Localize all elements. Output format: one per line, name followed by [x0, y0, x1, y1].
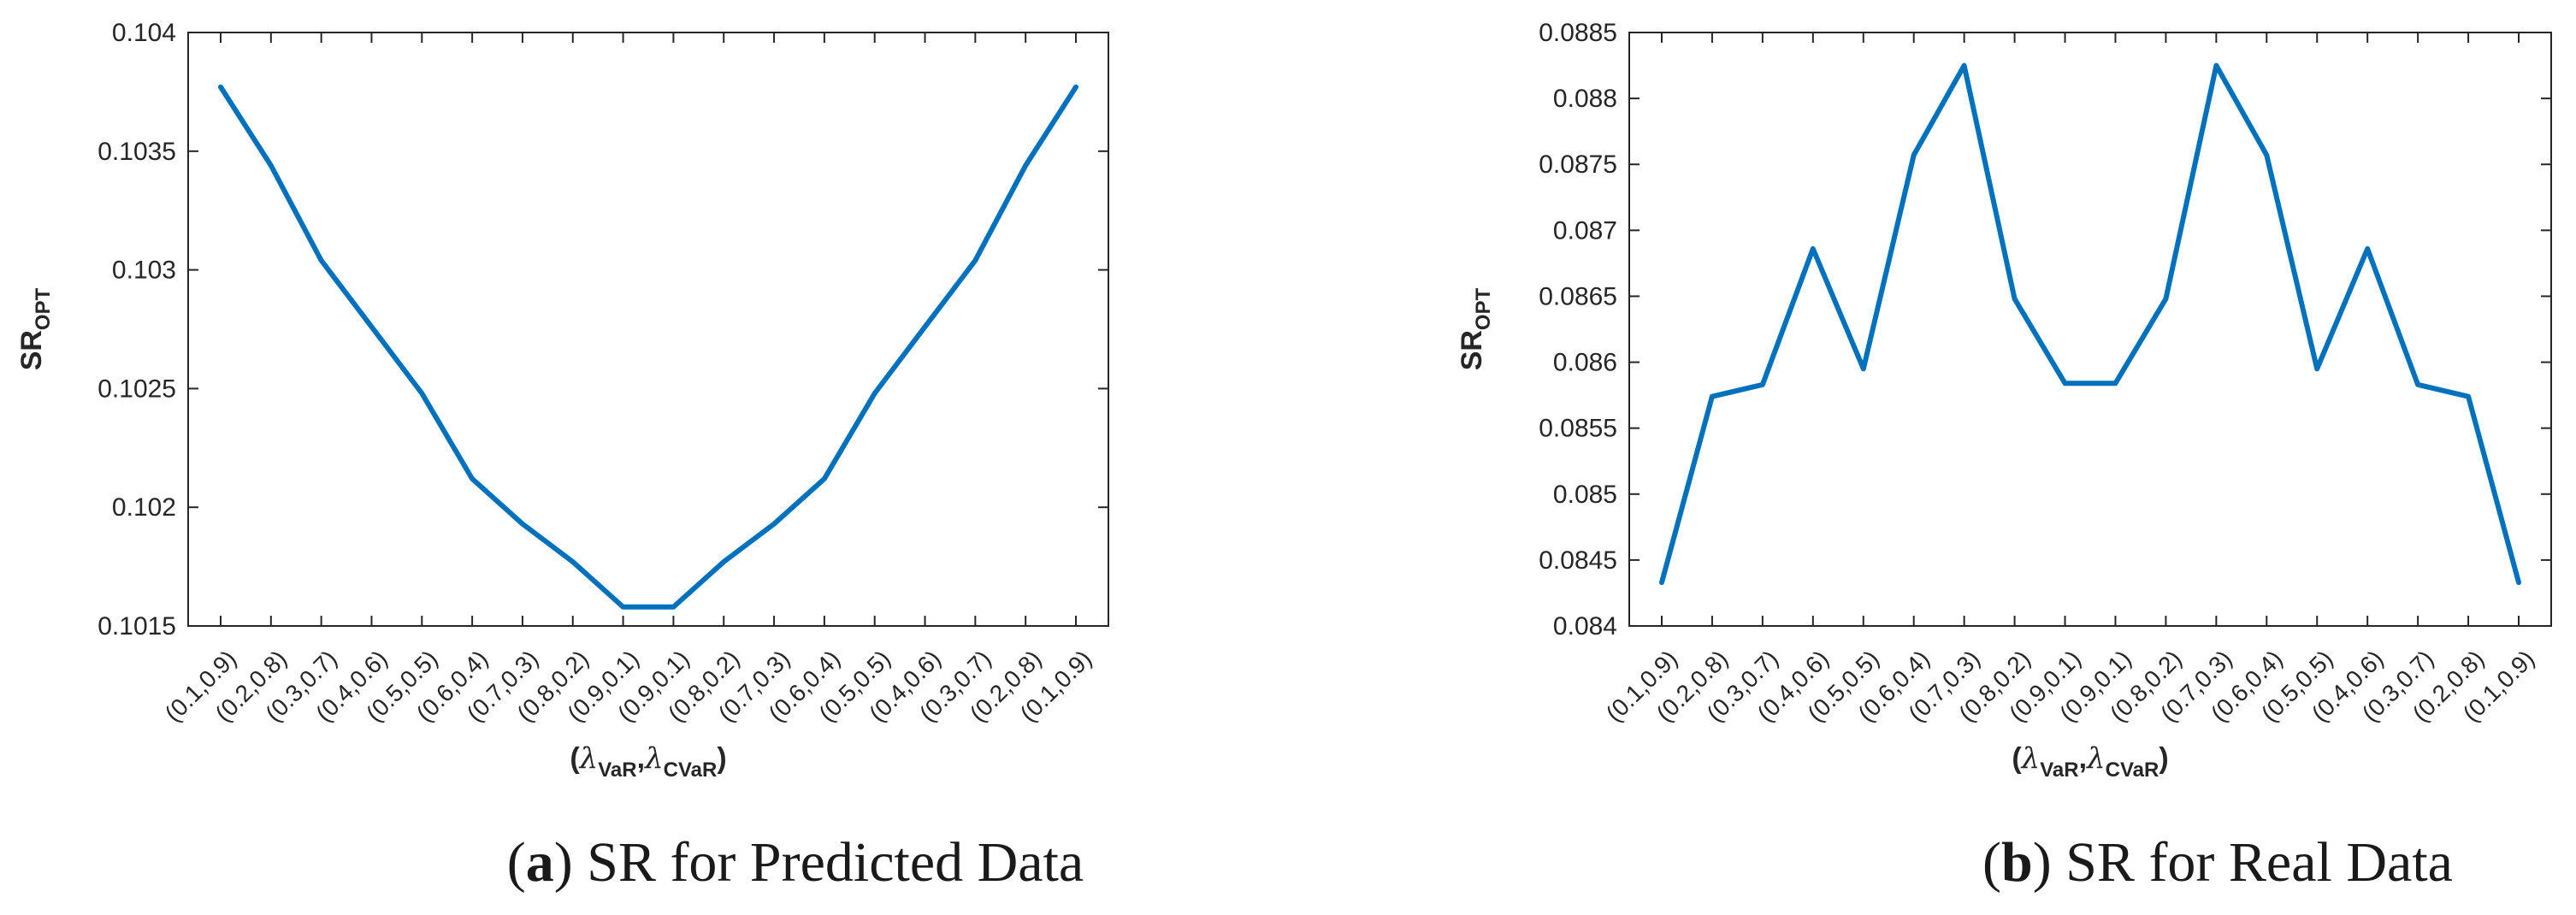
data-point — [671, 605, 676, 610]
data-point — [2012, 297, 2018, 302]
y-tick-label: 0.1025 — [97, 375, 176, 403]
data-point — [2365, 246, 2370, 251]
data-point — [520, 522, 525, 527]
data-point — [470, 476, 475, 481]
y-tick-label: 0.1015 — [97, 612, 176, 640]
data-point — [972, 257, 978, 263]
data-point — [269, 162, 274, 168]
y-tick-label: 0.0885 — [1539, 19, 1617, 47]
axes-box — [1628, 32, 2552, 627]
axes-box — [187, 32, 1109, 627]
y-tick-label: 0.0865 — [1539, 282, 1617, 310]
x-axis-label: (λVaR,λCVaR) — [570, 741, 726, 782]
data-point — [1861, 366, 1866, 371]
y-tick-label: 0.104 — [112, 19, 176, 47]
y-tick-label: 0.0845 — [1539, 546, 1617, 575]
data-point — [923, 324, 928, 329]
data-point — [1659, 580, 1664, 585]
data-point — [2466, 394, 2471, 399]
data-point — [2213, 63, 2219, 68]
data-point — [419, 391, 424, 396]
y-tick-label: 0.102 — [112, 493, 176, 522]
data-point — [1760, 382, 1765, 387]
y-tick-label: 0.103 — [112, 257, 176, 285]
panel-caption: (b) SR for Real Data — [1982, 831, 2453, 894]
data-point — [721, 559, 726, 564]
data-point — [2112, 381, 2118, 386]
y-axis-label: SROPT — [15, 287, 55, 370]
data-point — [2415, 382, 2420, 387]
data-point — [1962, 63, 1967, 68]
data-point — [369, 324, 374, 329]
y-tick-label: 0.087 — [1553, 216, 1617, 245]
data-point — [822, 476, 827, 481]
data-point — [2314, 366, 2319, 371]
data-point — [771, 522, 777, 527]
x-axis-label: (λVaR,λCVaR) — [2012, 741, 2168, 782]
data-point — [1710, 394, 1715, 399]
y-tick-label: 0.084 — [1553, 612, 1617, 640]
y-tick-label: 0.088 — [1553, 85, 1617, 113]
data-point — [2516, 580, 2521, 585]
data-point — [1811, 246, 1816, 251]
data-point — [2163, 297, 2168, 302]
data-point — [1911, 152, 1917, 157]
y-axis-label: SROPT — [1456, 287, 1495, 370]
y-tick-label: 0.0855 — [1539, 415, 1617, 443]
chart-panel-a: 0.10150.1020.10250.1030.10350.104(0.1,0.… — [15, 19, 1109, 894]
y-tick-label: 0.085 — [1553, 481, 1617, 509]
y-tick-label: 0.0875 — [1539, 151, 1617, 179]
chart-panel-b: 0.084 0.0845 0.085 0.0855 0.086 0.0865 0.087 0.… — [1456, 19, 2552, 894]
data-point — [319, 257, 324, 263]
data-point — [1073, 85, 1078, 90]
data-point — [218, 85, 223, 90]
series-line — [1659, 62, 2521, 586]
panel-caption: (a) SR for Predicted Data — [507, 831, 1084, 894]
data-point — [2063, 381, 2068, 386]
data-point — [570, 559, 576, 564]
series-line — [218, 84, 1078, 610]
data-point — [872, 391, 877, 396]
data-point — [621, 605, 626, 610]
y-tick-label: 0.086 — [1553, 349, 1617, 377]
data-point — [1023, 162, 1028, 168]
data-point — [2264, 152, 2269, 157]
y-tick-label: 0.1035 — [97, 138, 176, 166]
